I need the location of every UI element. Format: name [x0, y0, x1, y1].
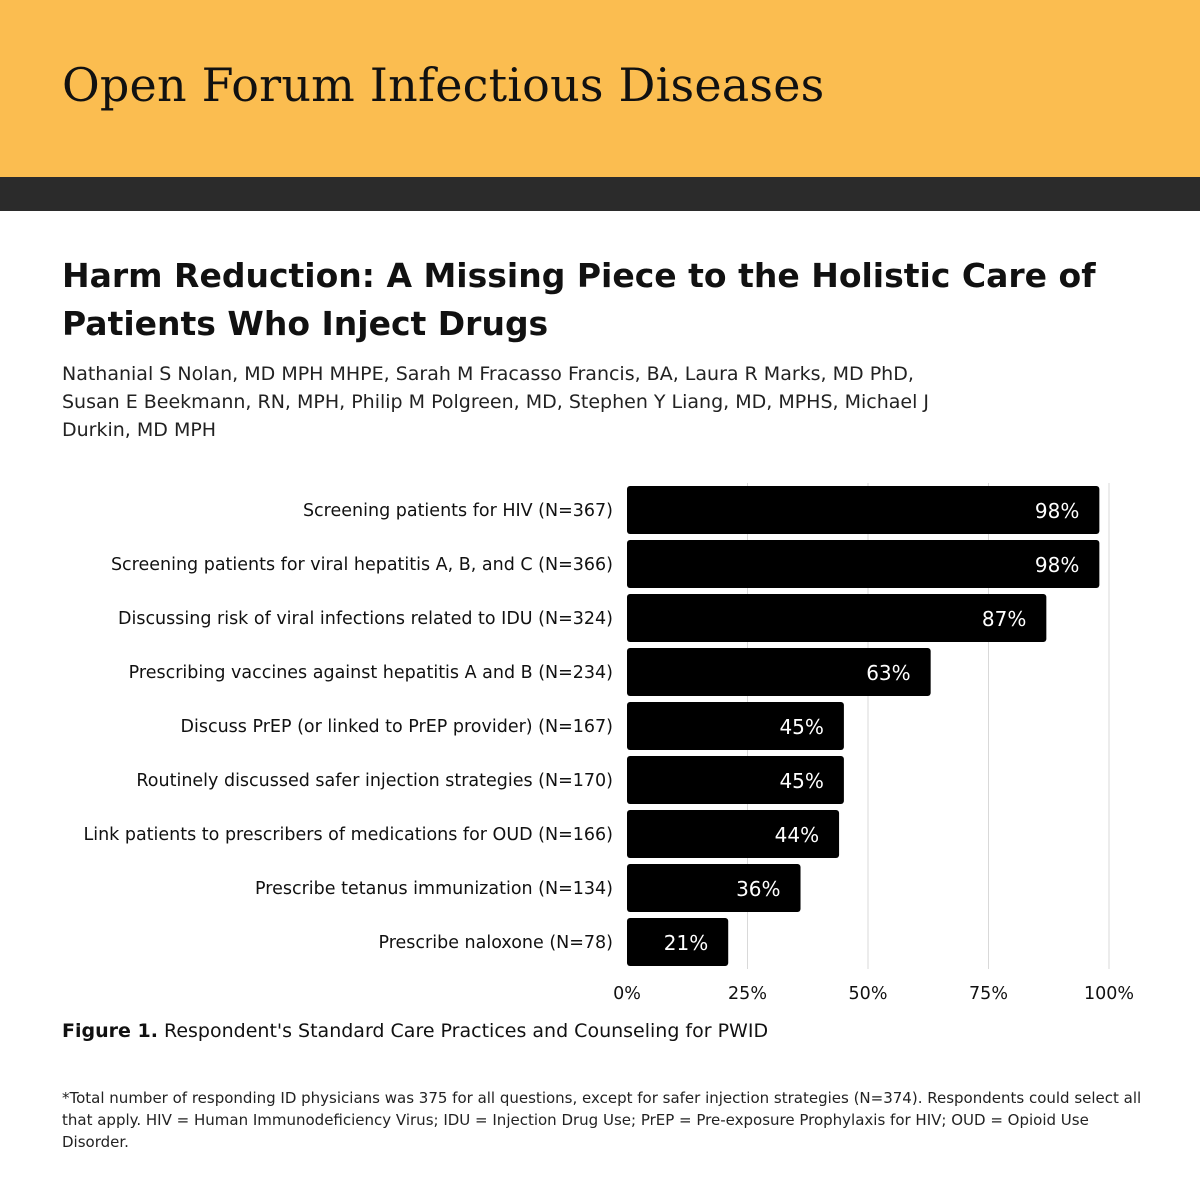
category-label: Screening patients for HIV (N=367) [303, 501, 613, 521]
figure-caption: Figure 1. Respondent's Standard Care Pra… [62, 1020, 768, 1042]
value-label: 45% [779, 715, 823, 739]
category-label: Discussing risk of viral infections rela… [118, 609, 613, 629]
x-tick-label: 0% [613, 984, 641, 1004]
bar [627, 648, 931, 696]
x-tick-label: 75% [969, 984, 1008, 1004]
category-label: Discuss PrEP (or linked to PrEP provider… [181, 717, 614, 737]
figure-label: Figure 1. [62, 1020, 158, 1042]
value-label: 87% [982, 607, 1026, 631]
journal-title: Open Forum Infectious Diseases [62, 58, 825, 112]
figure-caption-text: Respondent's Standard Care Practices and… [163, 1020, 769, 1042]
value-label: 98% [1035, 553, 1079, 577]
category-label: Prescribing vaccines against hepatitis A… [129, 663, 613, 683]
category-label: Prescribe tetanus immunization (N=134) [255, 879, 613, 899]
bar [627, 756, 844, 804]
bar [627, 864, 801, 912]
category-label: Link patients to prescribers of medicati… [83, 825, 613, 845]
value-label: 21% [664, 931, 708, 955]
article-title: Harm Reduction: A Missing Piece to the H… [62, 256, 1096, 343]
bar [627, 918, 729, 966]
bar-chart: Screening patients for HIV (N=367) 98% Scr… [83, 483, 1134, 1004]
header-divider-bar [0, 177, 1200, 211]
bar [627, 540, 1100, 588]
category-label: Screening patients for viral hepatitis A… [111, 555, 613, 575]
x-tick-label: 100% [1084, 984, 1134, 1004]
x-tick-label: 50% [849, 984, 888, 1004]
bar [627, 810, 840, 858]
bar [627, 594, 1047, 642]
article-authors: Nathanial S Nolan, MD MPH MHPE, Sarah M … [62, 363, 930, 441]
value-label: 45% [779, 769, 823, 793]
category-label: Prescribe naloxone (N=78) [378, 933, 613, 953]
bar [627, 486, 1100, 534]
value-label: 63% [866, 661, 910, 685]
journal-header: Open Forum Infectious Diseases [0, 0, 1200, 177]
value-label: 36% [736, 877, 780, 901]
category-label: Routinely discussed safer injection stra… [136, 771, 613, 791]
figure-footnote: *Total number of responding ID physician… [62, 1089, 1142, 1151]
bar [627, 702, 844, 750]
value-label: 98% [1035, 499, 1079, 523]
value-label: 44% [775, 823, 819, 847]
x-tick-label: 25% [728, 984, 767, 1004]
